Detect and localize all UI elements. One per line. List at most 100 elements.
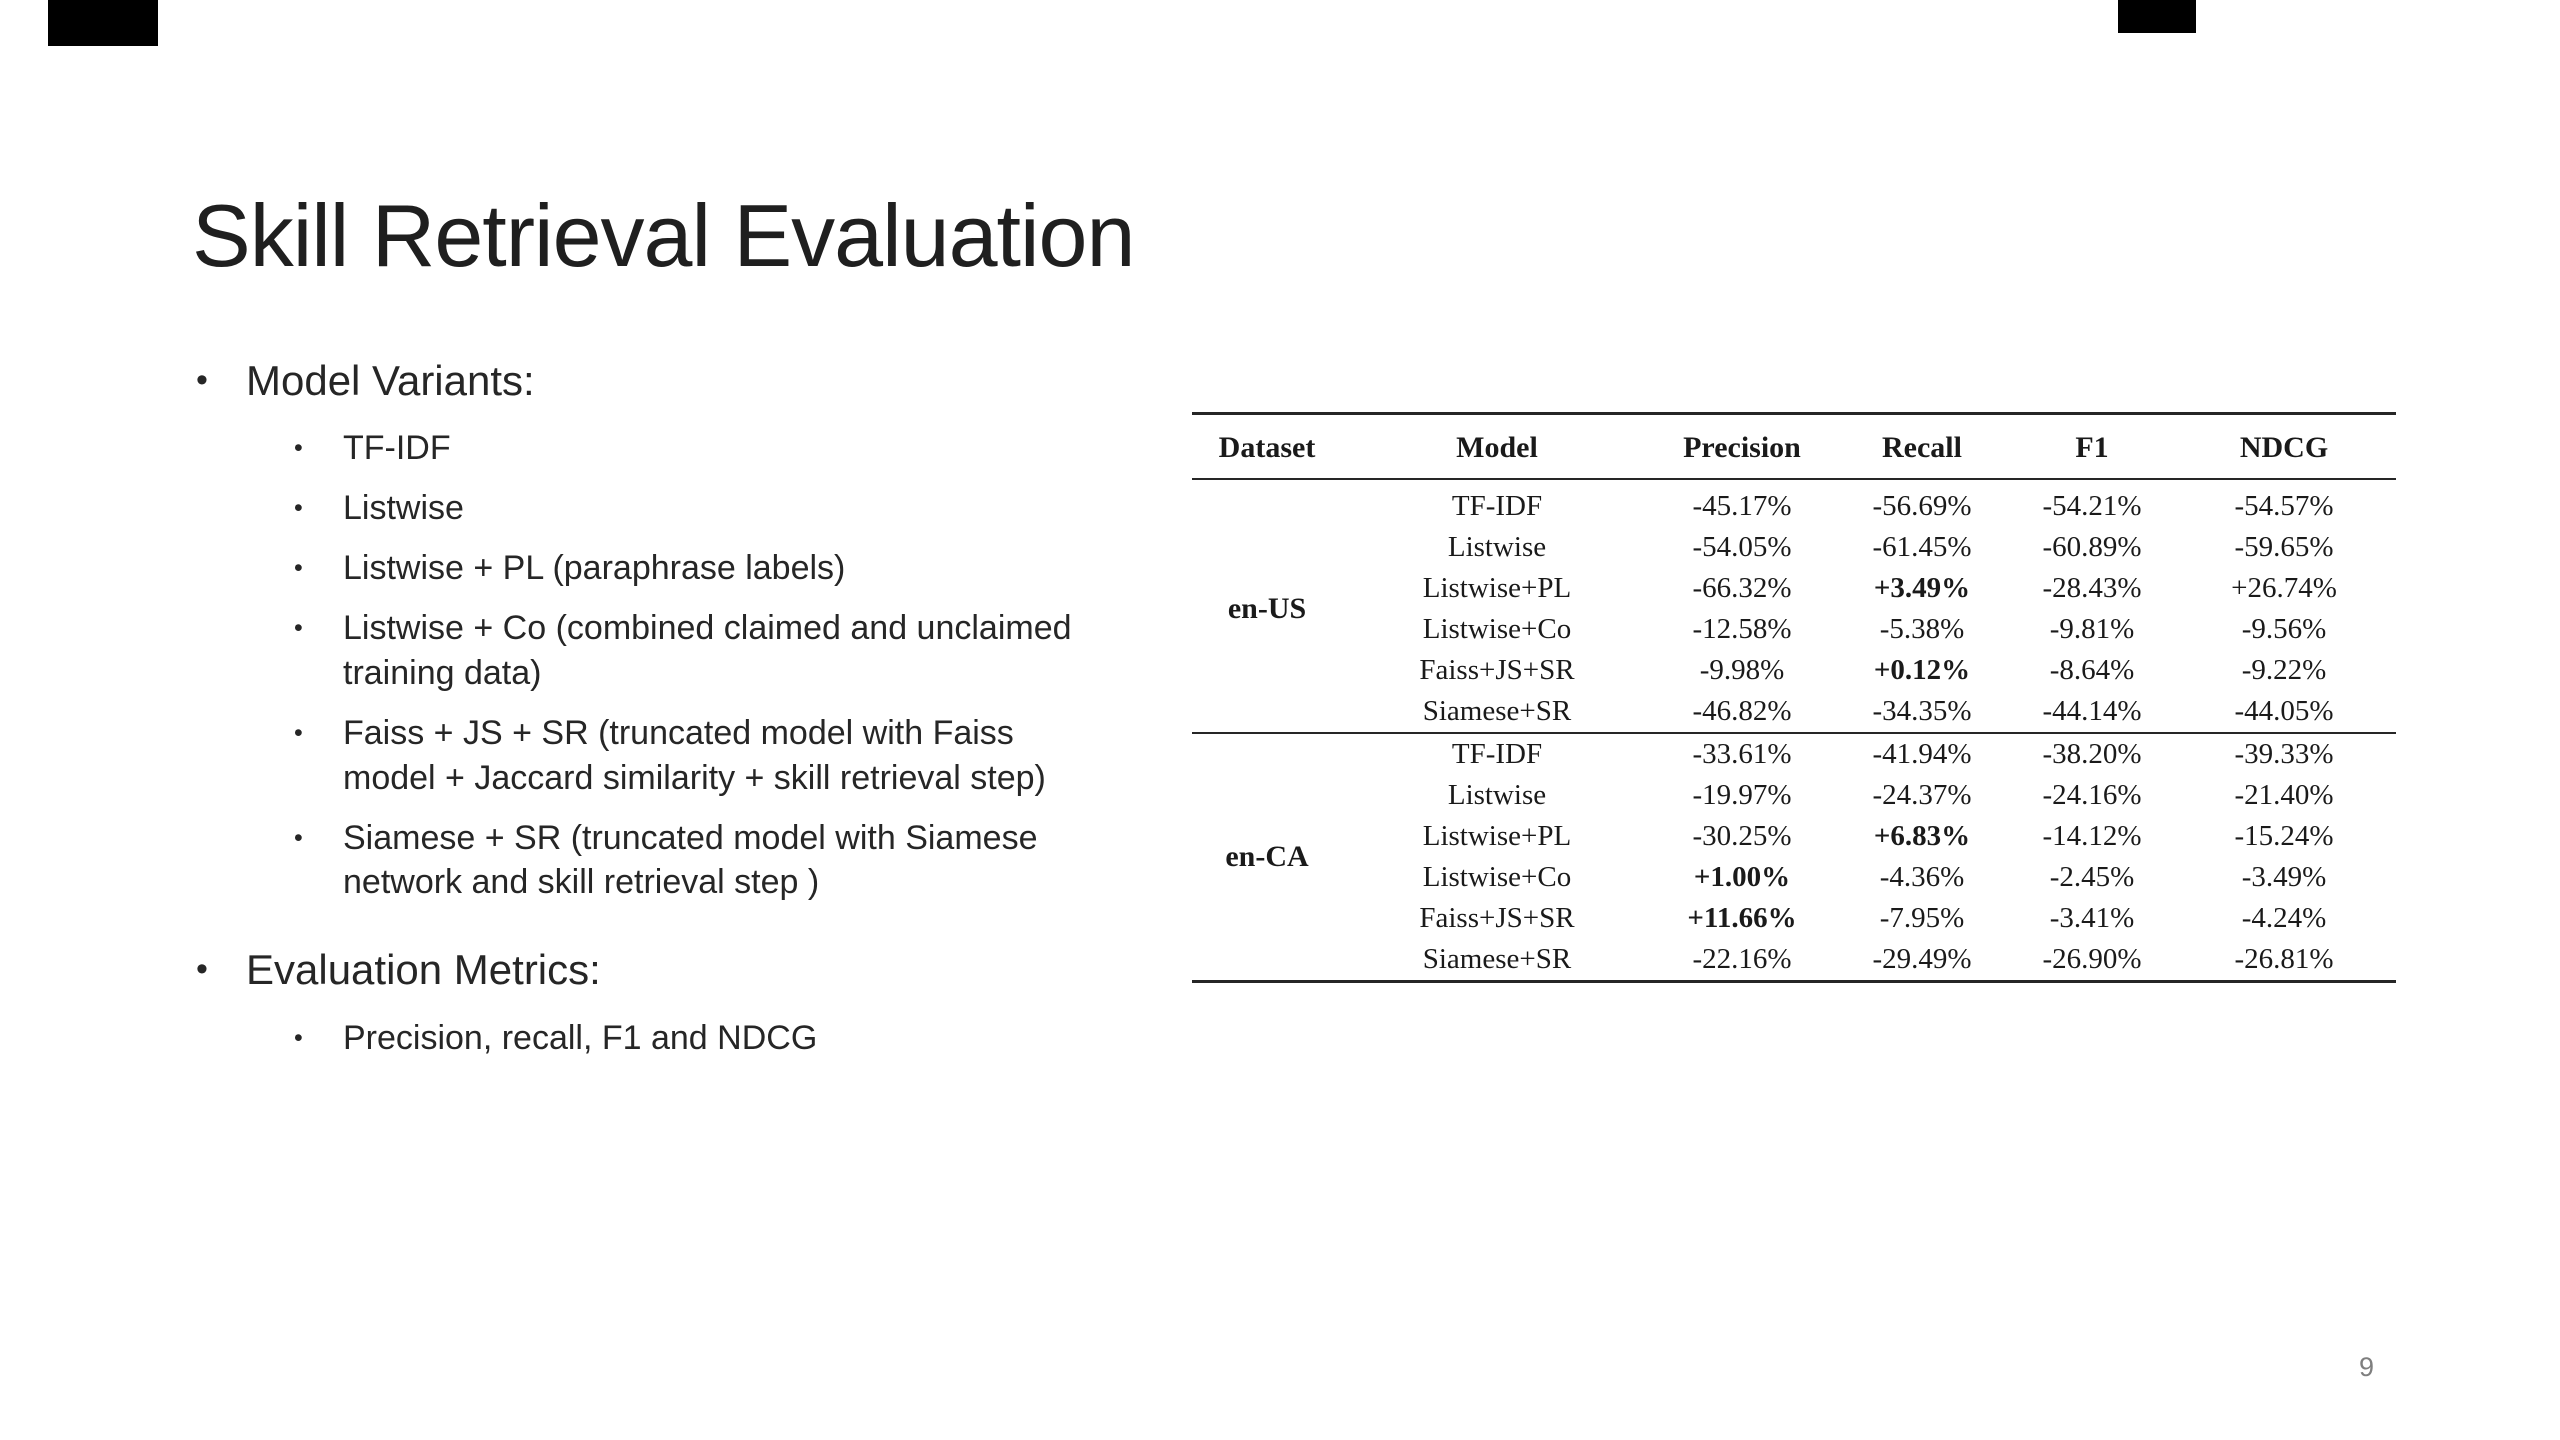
value-cell: -3.49% — [2241, 861, 2327, 893]
table-body: en-US TF-IDF -45.17% -56.69% -54.21% -54.57% L… — [1192, 479, 2396, 982]
bullet-list: • Model Variants: • TF-IDF • Listwise • Listwis… — [196, 356, 1096, 1101]
column-header: Precision — [1652, 413, 1832, 480]
bullet-marker: • — [294, 554, 303, 583]
value-cell: -21.40% — [2234, 779, 2334, 811]
value-cell: -60.89% — [2042, 531, 2142, 563]
column-header: Recall — [1832, 413, 2012, 480]
table-row: Siamese+SR -46.82% -34.35% -44.14% -44.05% — [1192, 691, 2396, 733]
model-cell: TF-IDF — [1451, 490, 1543, 522]
table-row: Listwise+PL -66.32% +3.49% -28.43% +26.74% — [1192, 568, 2396, 609]
bullet-item-level2: • Listwise — [294, 486, 1096, 531]
table-row: en-CA TF-IDF -33.61% -41.94% -38.20% -39.33% — [1192, 732, 2396, 982]
slide-title: Skill Retrieval Evaluation — [192, 185, 1135, 285]
column-header: Dataset — [1192, 413, 1342, 480]
value-cell: -54.57% — [2234, 490, 2334, 522]
dataset-cell: en-CA — [1192, 732, 1342, 982]
value-cell: -9.22% — [2241, 654, 2327, 686]
value-cell: -12.58% — [1692, 613, 1792, 645]
value-cell: -56.69% — [1872, 490, 1972, 522]
value-cell: -38.20% — [2012, 732, 2172, 775]
model-cell: Siamese+SR — [1422, 695, 1572, 727]
value-cell: -3.41% — [2049, 902, 2135, 934]
model-cell: Listwise+Co — [1422, 861, 1572, 893]
top-left-corner-decoration — [48, 0, 158, 46]
model-cell: Listwise — [1447, 531, 1547, 563]
bullet-marker: • — [294, 823, 303, 852]
model-cell: Siamese+SR — [1422, 943, 1572, 975]
bullet-marker: • — [294, 1023, 303, 1052]
bullet-item-level2: • Siamese + SR (truncated model with Siam… — [294, 816, 1096, 906]
bullet-item-level2: • Listwise + PL (paraphrase labels) — [294, 546, 1096, 591]
value-cell: -14.12% — [2042, 820, 2142, 852]
value-cell: -22.16% — [1692, 943, 1792, 975]
model-cell: Faiss+JS+SR — [1419, 902, 1575, 934]
value-cell: +0.12% — [1873, 654, 1971, 686]
value-cell: -34.35% — [1872, 695, 1972, 727]
table-row: Listwise -19.97% -24.37% -24.16% -21.40% — [1192, 775, 2396, 816]
table-row: Listwise+Co +1.00% -4.36% -2.45% -3.49% — [1192, 857, 2396, 898]
value-cell: -54.21% — [2042, 490, 2142, 522]
table-row: Faiss+JS+SR -9.98% +0.12% -8.64% -9.22% — [1192, 650, 2396, 691]
value-cell: -45.17% — [1692, 490, 1792, 522]
value-cell: -29.49% — [1872, 943, 1972, 975]
top-right-corner-decoration — [2118, 0, 2196, 33]
value-cell: -66.32% — [1692, 572, 1792, 604]
value-cell: -61.45% — [1872, 531, 1972, 563]
bullet-item-level1: • Evaluation Metrics: — [196, 945, 1096, 995]
table-row: en-US TF-IDF -45.17% -56.69% -54.21% -54.57% — [1192, 479, 2396, 625]
bullet-item-level2: • Precision, recall, F1 and NDCG — [294, 1016, 1096, 1061]
value-cell: -15.24% — [2234, 820, 2334, 852]
value-cell: -54.05% — [1692, 531, 1792, 563]
value-cell: -39.33% — [2172, 732, 2396, 775]
bullet-marker: • — [294, 718, 303, 747]
model-cell: Listwise+PL — [1422, 572, 1572, 604]
value-cell: -46.82% — [1692, 695, 1792, 727]
bullet-marker: • — [294, 614, 303, 643]
bullet-text: TF-IDF — [343, 429, 451, 468]
table-row: Siamese+SR -22.16% -29.49% -26.90% -26.81% — [1192, 939, 2396, 982]
bullet-marker: • — [196, 361, 208, 399]
bullet-marker: • — [196, 950, 208, 989]
value-cell: -7.95% — [1879, 902, 1965, 934]
bullet-text: Siamese + SR (truncated model with Siame… — [343, 818, 1038, 902]
value-cell: -44.05% — [2234, 695, 2334, 727]
value-cell: -9.98% — [1699, 654, 1785, 686]
value-cell: +26.74% — [2231, 572, 2337, 604]
value-cell: -4.36% — [1879, 861, 1965, 893]
value-cell: -2.45% — [2049, 861, 2135, 893]
value-cell: -30.25% — [1692, 820, 1792, 852]
bullet-item-level1: • Model Variants: — [196, 356, 1096, 406]
table-row: Listwise -54.05% -61.45% -60.89% -59.65% — [1192, 527, 2396, 568]
bullet-item-level2: • Faiss + JS + SR (truncated model with F… — [294, 711, 1096, 801]
bullet-sublist: • TF-IDF • Listwise • Listwise + PL (paraphra… — [294, 426, 1096, 905]
value-cell: -26.81% — [2234, 943, 2334, 975]
model-cell: Listwise+PL — [1422, 820, 1572, 852]
page-number: 9 — [2358, 1352, 2374, 1382]
column-header: Model — [1342, 413, 1652, 480]
results-table: Dataset Model Precision Recall F1 NDCG en-US T… — [1192, 412, 2396, 983]
value-cell: -9.81% — [2049, 613, 2135, 645]
table-row: Listwise+PL -30.25% +6.83% -14.12% -15.24% — [1192, 816, 2396, 857]
model-cell: Faiss+JS+SR — [1419, 654, 1575, 686]
value-cell: -9.56% — [2241, 613, 2327, 645]
bullet-text: Precision, recall, F1 and NDCG — [343, 1018, 818, 1057]
value-cell: -5.38% — [1879, 613, 1965, 645]
value-cell: -41.94% — [1832, 732, 2012, 775]
value-cell: -8.64% — [2049, 654, 2135, 686]
dataset-cell: en-US — [1227, 592, 1307, 625]
model-cell: Listwise+Co — [1422, 613, 1572, 645]
value-cell: -4.24% — [2241, 902, 2327, 934]
table-row: Listwise+Co -12.58% -5.38% -9.81% -9.56% — [1192, 609, 2396, 650]
value-cell: +6.83% — [1873, 820, 1971, 852]
value-cell: -24.37% — [1872, 779, 1972, 811]
value-cell: -28.43% — [2042, 572, 2142, 604]
value-cell: -26.90% — [2042, 943, 2142, 975]
value-cell: -44.14% — [2042, 695, 2142, 727]
column-header: NDCG — [2172, 413, 2396, 480]
bullet-label: Model Variants: — [246, 357, 535, 404]
value-cell: +3.49% — [1873, 572, 1971, 604]
value-cell: -59.65% — [2234, 531, 2334, 563]
value-cell: +11.66% — [1687, 902, 1797, 934]
bullet-sublist: • Precision, recall, F1 and NDCG — [294, 1016, 1096, 1061]
bullet-marker: • — [294, 494, 303, 523]
